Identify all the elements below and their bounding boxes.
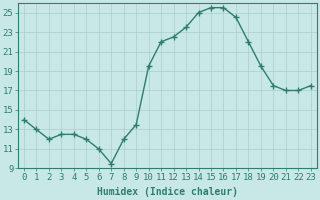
X-axis label: Humidex (Indice chaleur): Humidex (Indice chaleur): [97, 187, 238, 197]
